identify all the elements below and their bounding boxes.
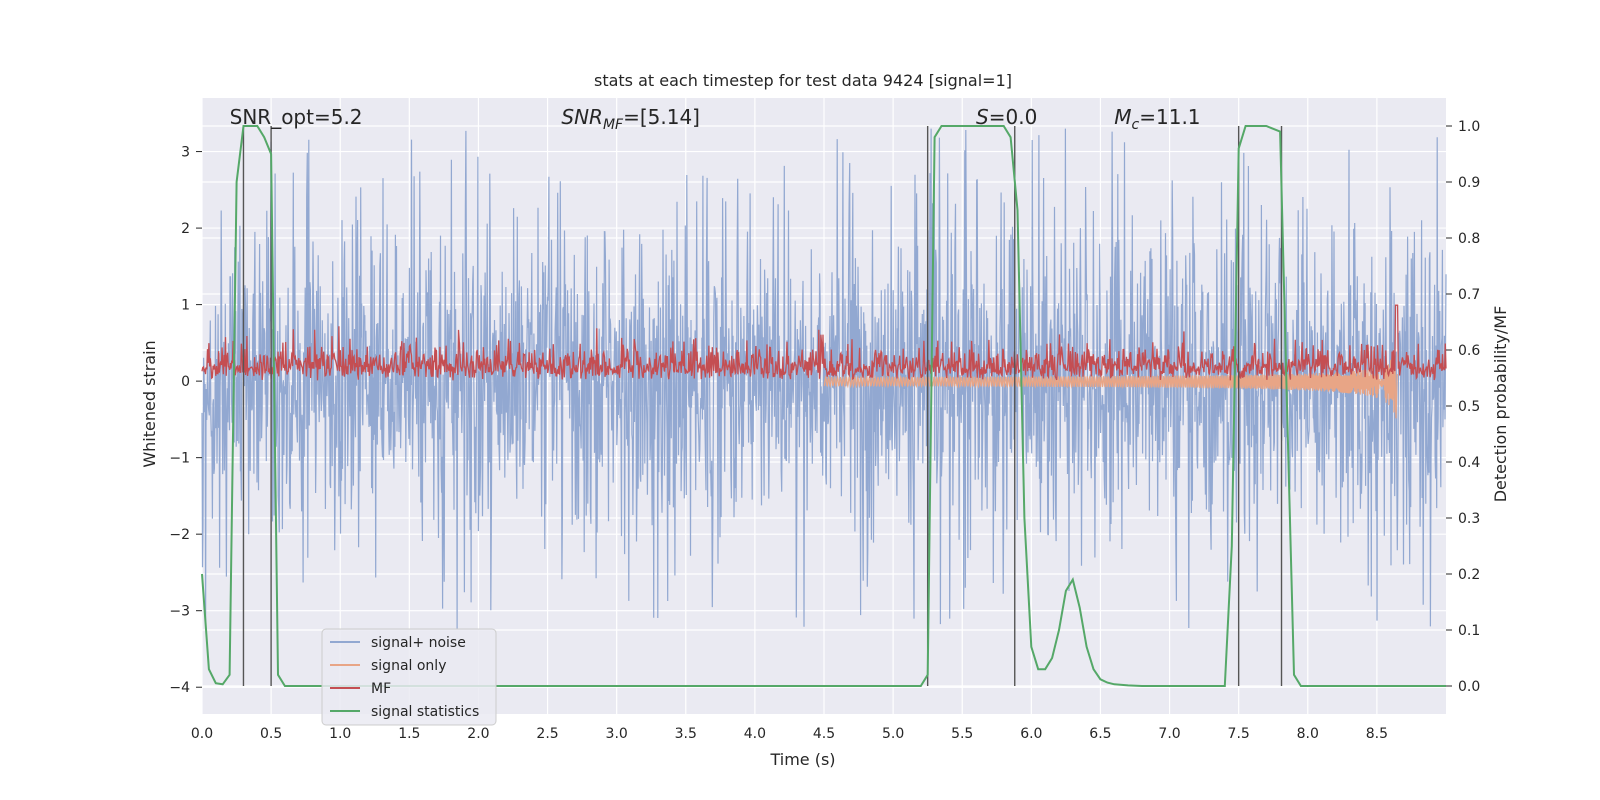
y-tick-label-right: 0.7 <box>1458 287 1480 303</box>
y-tick-label-left: 3 <box>181 145 190 161</box>
legend-label-signal-only: signal only <box>371 658 446 674</box>
x-tick-label: 7.0 <box>1158 726 1180 742</box>
y-tick-label-left: 1 <box>181 298 190 314</box>
x-tick-label: 6.0 <box>1020 726 1042 742</box>
chart-title: stats at each timestep for test data 942… <box>594 71 1012 90</box>
y-axis-right-title: Detection probability/MF <box>1491 306 1510 503</box>
legend-label-signal-noise: signal+ noise <box>371 635 466 651</box>
x-tick-label: 1.5 <box>398 726 420 742</box>
y-tick-label-right: 0.6 <box>1458 343 1480 359</box>
x-tick-label: 1.0 <box>329 726 351 742</box>
y-axis-left-ticks: 3 2 1 0 −1 −2 −3 −4 <box>169 145 202 696</box>
annotations: SNR_opt=5.2 SNRMF=[5.14] S=0.0 Mc=11.1 <box>230 105 1201 133</box>
x-tick-label: 0.0 <box>191 726 213 742</box>
y-tick-label-left: 2 <box>181 221 190 237</box>
x-tick-label: 3.0 <box>606 726 628 742</box>
x-tick-label: 2.5 <box>536 726 558 742</box>
y-tick-label-right: 0.1 <box>1458 623 1480 639</box>
y-tick-label-right: 1.0 <box>1458 119 1480 135</box>
x-tick-label: 5.0 <box>882 726 904 742</box>
x-tick-label: 2.0 <box>467 726 489 742</box>
x-axis-ticks: 0.0 0.5 1.0 1.5 2.0 2.5 3.0 3.5 4.0 4.5 5.0 5.5 6.0 6… <box>191 726 1388 742</box>
legend-label-mf: MF <box>371 681 391 697</box>
legend-box <box>321 628 497 726</box>
y-tick-label-right: 0.3 <box>1458 511 1480 527</box>
x-tick-label: 7.5 <box>1228 726 1250 742</box>
x-tick-label: 0.5 <box>260 726 282 742</box>
x-tick-label: 5.5 <box>951 726 973 742</box>
annotation-text: S=0.0 <box>976 105 1037 129</box>
x-tick-label: 4.5 <box>813 726 835 742</box>
x-tick-label: 3.5 <box>675 726 697 742</box>
line-signal-statistics <box>201 125 1446 687</box>
y-tick-label-right: 0.9 <box>1458 175 1480 191</box>
x-tick-label: 4.0 <box>744 726 766 742</box>
y-tick-label-right: 0.8 <box>1458 231 1480 247</box>
annotation-text: SNRMF=[5.14] <box>561 105 700 133</box>
y-tick-label-left: −1 <box>169 451 190 467</box>
legend-label-signal-statistics: signal statistics <box>371 704 479 720</box>
y-tick-label-left: 0 <box>181 374 190 390</box>
x-tick-label: 8.5 <box>1366 726 1388 742</box>
line-signal-only <box>823 358 1399 419</box>
y-tick-label-right: 0.4 <box>1458 455 1480 471</box>
legend: signal+ noise signal only MF signal stat… <box>321 628 497 726</box>
y-tick-label-right: 0.2 <box>1458 567 1480 583</box>
y-tick-label-right: 0.5 <box>1458 399 1480 415</box>
y-axis-left-title: Whitened strain <box>140 340 159 467</box>
series-signal-only <box>823 358 1399 419</box>
y-tick-label-left: −4 <box>169 680 190 696</box>
series-signal-statistics <box>201 125 1446 687</box>
y-tick-label-left: −2 <box>169 527 190 543</box>
annotation-text: Mc=11.1 <box>1114 105 1200 133</box>
x-axis-title: Time (s) <box>769 750 835 769</box>
y-axis-right-ticks: 1.0 0.9 0.8 0.7 0.6 0.5 0.4 0.3 0.2 0.1 0.0 <box>1446 119 1480 695</box>
x-tick-label: 8.0 <box>1297 726 1319 742</box>
x-tick-label: 6.5 <box>1089 726 1111 742</box>
annotation-text: SNR_opt=5.2 <box>230 105 363 129</box>
y-tick-label-right: 0.0 <box>1458 679 1480 695</box>
y-tick-label-left: −3 <box>169 604 190 620</box>
